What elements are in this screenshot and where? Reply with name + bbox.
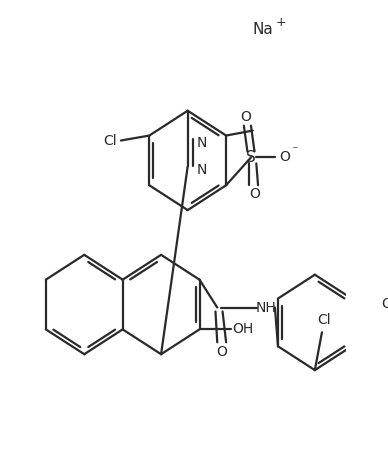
Text: Cl: Cl xyxy=(317,313,331,328)
Text: O: O xyxy=(216,345,227,359)
Text: O: O xyxy=(381,297,388,310)
Text: Na: Na xyxy=(253,22,274,37)
Text: N: N xyxy=(197,164,207,177)
Text: O: O xyxy=(279,150,290,164)
Text: +: + xyxy=(275,16,286,29)
Text: NH: NH xyxy=(256,300,276,314)
Text: OH: OH xyxy=(232,323,254,337)
Text: N: N xyxy=(197,135,207,149)
Text: ⁻: ⁻ xyxy=(291,144,298,157)
Text: O: O xyxy=(240,110,251,124)
Text: Cl: Cl xyxy=(104,134,117,148)
Text: O: O xyxy=(249,187,260,201)
Text: S: S xyxy=(246,150,256,165)
